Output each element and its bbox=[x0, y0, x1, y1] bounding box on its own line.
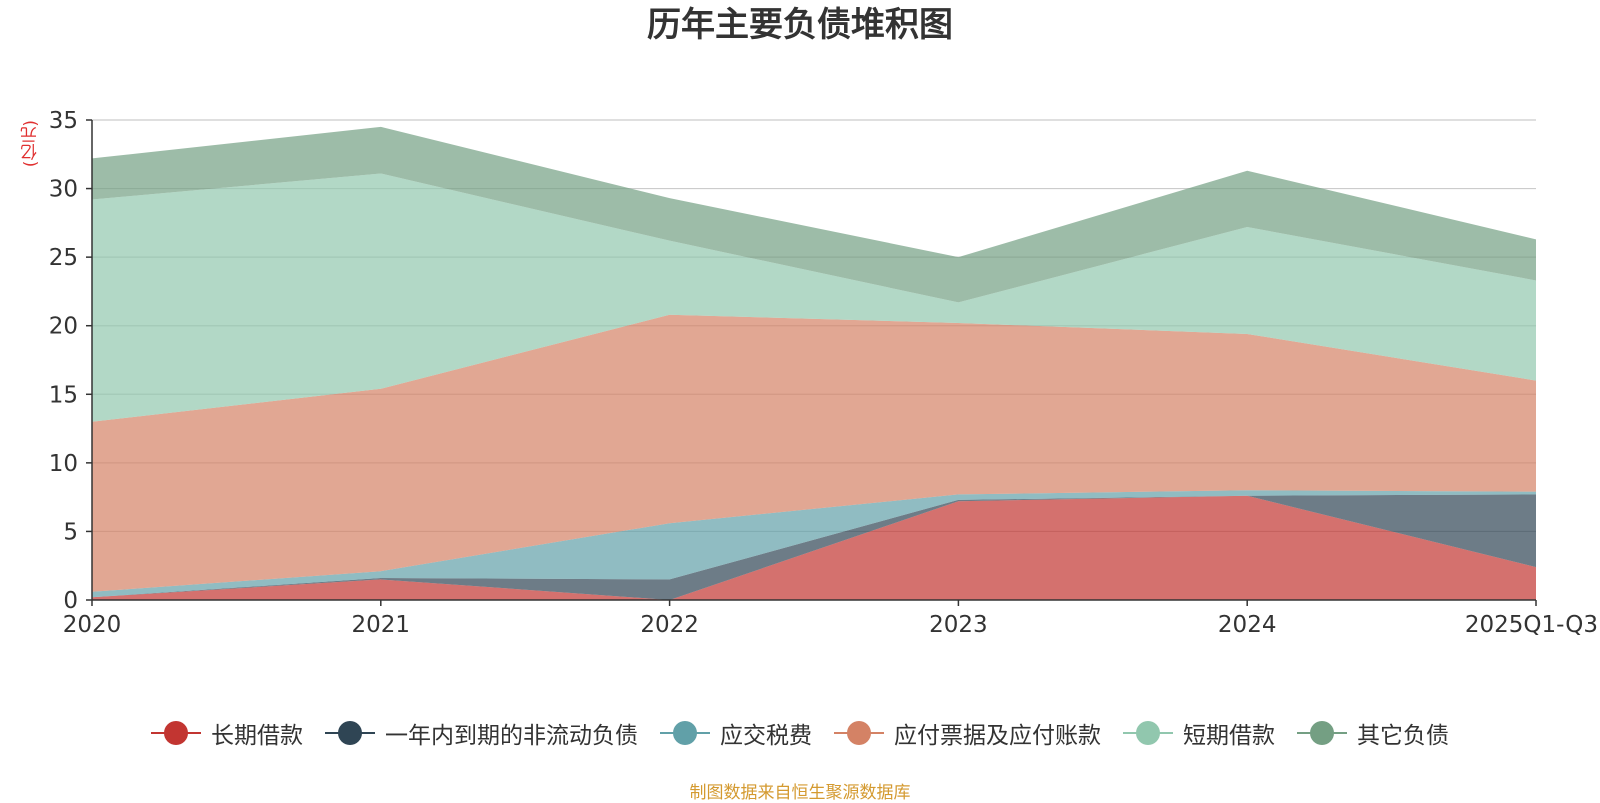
legend-marker-icon bbox=[151, 721, 201, 745]
legend-item-0[interactable]: 长期借款 bbox=[151, 716, 303, 750]
legend-marker-icon bbox=[1297, 721, 1347, 745]
y-tick-label-7: 35 bbox=[49, 108, 78, 134]
y-tick-label-0: 0 bbox=[63, 588, 78, 614]
legend-item-1[interactable]: 一年内到期的非流动负债 bbox=[325, 716, 638, 750]
legend-label: 其它负债 bbox=[1357, 723, 1449, 749]
x-tick-label-1: 2021 bbox=[352, 612, 411, 638]
y-tick-label-2: 10 bbox=[49, 451, 78, 477]
legend-label: 应付票据及应付账款 bbox=[894, 723, 1101, 749]
x-tick-label-4: 2024 bbox=[1218, 612, 1277, 638]
legend-marker-icon bbox=[834, 721, 884, 745]
y-tick-label-6: 30 bbox=[49, 177, 78, 203]
legend-label: 长期借款 bbox=[211, 723, 303, 749]
area-series-0 bbox=[92, 495, 1536, 600]
legend-label: 短期借款 bbox=[1183, 723, 1275, 749]
y-tick-label-1: 5 bbox=[63, 519, 78, 545]
chart-legend: 长期借款 一年内到期的非流动负债 应交税费 应付票据及应付账款 短期借款 其它负债 bbox=[0, 716, 1600, 750]
legend-marker-icon bbox=[1123, 721, 1173, 745]
y-tick-label-5: 25 bbox=[49, 245, 78, 271]
area-series-5 bbox=[92, 126, 1536, 303]
legend-label: 应交税费 bbox=[720, 723, 812, 749]
source-note: 制图数据来自恒生聚源数据库 bbox=[689, 783, 911, 803]
y-tick-label-3: 15 bbox=[49, 382, 78, 408]
area-series-2 bbox=[92, 490, 1536, 598]
stacked-area-chart: 0 5 10 15 20 25 30 35 2020 2021 2022 2023 2024 2025Q1… bbox=[49, 108, 1598, 638]
legend-item-3[interactable]: 应付票据及应付账款 bbox=[834, 716, 1101, 750]
legend-item-4[interactable]: 短期借款 bbox=[1123, 716, 1275, 750]
legend-marker-icon bbox=[325, 721, 375, 745]
x-tick-label-5: 2025Q1-Q3 bbox=[1465, 612, 1598, 638]
legend-item-5[interactable]: 其它负债 bbox=[1297, 716, 1449, 750]
area-series-1 bbox=[92, 494, 1536, 600]
x-tick-label-0: 2020 bbox=[63, 612, 122, 638]
chart-title: 历年主要负债堆积图 bbox=[647, 5, 953, 45]
legend-item-2[interactable]: 应交税费 bbox=[660, 716, 812, 750]
x-tick-label-2: 2022 bbox=[640, 612, 699, 638]
axes: 0 5 10 15 20 25 30 35 2020 2021 2022 2023 2024 2025Q1… bbox=[49, 108, 1598, 638]
area-series-3 bbox=[92, 314, 1536, 592]
x-tick-label-3: 2023 bbox=[929, 612, 988, 638]
area-series-4 bbox=[92, 173, 1536, 422]
area-series bbox=[92, 126, 1536, 600]
legend-label: 一年内到期的非流动负债 bbox=[385, 723, 638, 749]
legend-marker-icon bbox=[660, 721, 710, 745]
y-tick-label-4: 20 bbox=[49, 314, 78, 340]
